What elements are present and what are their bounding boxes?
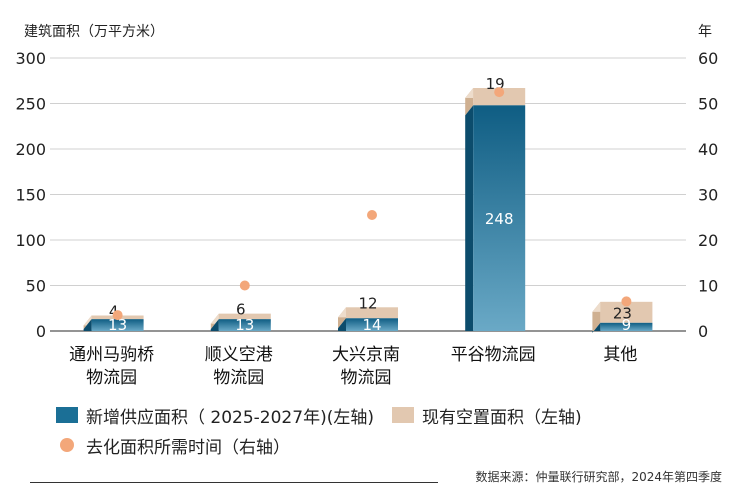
legend-vacant: 现有空置面积（左轴)	[391, 403, 582, 428]
new-supply-bar-side	[210, 319, 219, 331]
left-tick-label: 0	[36, 322, 46, 341]
left-tick-label: 50	[26, 277, 46, 296]
new-supply-value-label: 14	[362, 316, 381, 334]
grid	[50, 57, 686, 332]
category-label: 顺义空港	[205, 345, 273, 365]
vacant-value-label: 6	[236, 301, 246, 319]
right-tick-label: 40	[698, 140, 718, 159]
vacant-bar	[346, 307, 398, 319]
left-axis: 0 50 100 150 200 250 300	[15, 49, 46, 341]
chart: 0 50 100 150 200 250 300 0 10 20 30 40 50 60 建筑面积（万平…	[15, 24, 718, 388]
right-tick-label: 20	[698, 231, 718, 250]
absorption-point	[367, 209, 377, 220]
legend-vacant-label: 现有空置面积（左轴)	[421, 407, 582, 428]
legend-absorption-label: 去化面积所需时间（右轴）	[86, 437, 290, 458]
legend-new-supply-label: 新增供应面积（ 2025-2027年)(左轴)	[86, 407, 374, 428]
category-label: 平谷物流园	[451, 345, 536, 365]
category-label: 物流园	[86, 368, 137, 388]
new-supply-bar	[600, 322, 653, 331]
right-tick-label: 10	[698, 277, 718, 296]
right-axis-title: 年	[698, 24, 712, 40]
dots	[112, 87, 632, 321]
left-tick-label: 250	[15, 95, 46, 114]
new-supply-bar-side	[83, 319, 92, 331]
footer-divider	[30, 482, 438, 483]
new-supply-bar-side	[592, 322, 601, 333]
source-note: 数据来源：仲量联行研究部，2024年第四季度	[475, 470, 722, 484]
legend-absorption-swatch	[60, 438, 74, 452]
new-supply-value-label: 13	[108, 316, 127, 334]
left-tick-label: 150	[15, 186, 46, 205]
legend-absorption: 去化面积所需时间（右轴）	[56, 433, 290, 458]
new-supply-bar	[218, 319, 271, 331]
vacant-bar	[218, 313, 271, 320]
legend: 新增供应面积（ 2025-2027年)(左轴) 现有空置面积（左轴) 去化面积所…	[56, 400, 600, 460]
new-supply-value-label: 248	[485, 210, 514, 228]
left-tick-label: 300	[15, 49, 46, 68]
right-tick-label: 50	[698, 95, 718, 114]
left-tick-label: 100	[15, 231, 46, 250]
absorption-point	[112, 310, 123, 321]
new-supply-bar-side	[465, 105, 474, 331]
category-label: 通州马驹桥	[69, 345, 154, 365]
new-supply-value-label: 13	[235, 316, 254, 334]
left-tick-label: 200	[15, 140, 46, 159]
vacant-value-label: 4	[109, 303, 119, 321]
right-tick-label: 30	[698, 186, 718, 205]
right-tick-label: 0	[698, 322, 708, 341]
left-axis-title: 建筑面积（万平方米）	[24, 24, 164, 40]
new-supply-bar-side	[338, 318, 346, 331]
vacant-value-label: 23	[613, 304, 632, 322]
right-tick-label: 60	[698, 49, 718, 68]
new-supply-value-label: 9	[622, 316, 632, 334]
vacant-bar	[600, 301, 653, 323]
new-supply-bar	[473, 105, 526, 331]
absorption-point	[494, 87, 505, 98]
category-label: 物流园	[213, 368, 264, 388]
legend-new-supply-swatch	[56, 407, 78, 423]
new-supply-bar	[346, 318, 398, 331]
absorption-point	[239, 280, 250, 291]
new-supply-bar	[91, 319, 144, 331]
absorption-point	[621, 296, 632, 307]
legend-new-supply: 新增供应面积（ 2025-2027年)(左轴)	[56, 403, 374, 428]
category-label: 其他	[603, 345, 637, 365]
vacant-value-label: 12	[358, 294, 377, 312]
category-label: 大兴京南	[332, 345, 400, 365]
legend-vacant-swatch	[391, 407, 414, 423]
category-label: 物流园	[341, 368, 392, 388]
right-axis: 0 10 20 30 40 50 60	[698, 49, 718, 341]
